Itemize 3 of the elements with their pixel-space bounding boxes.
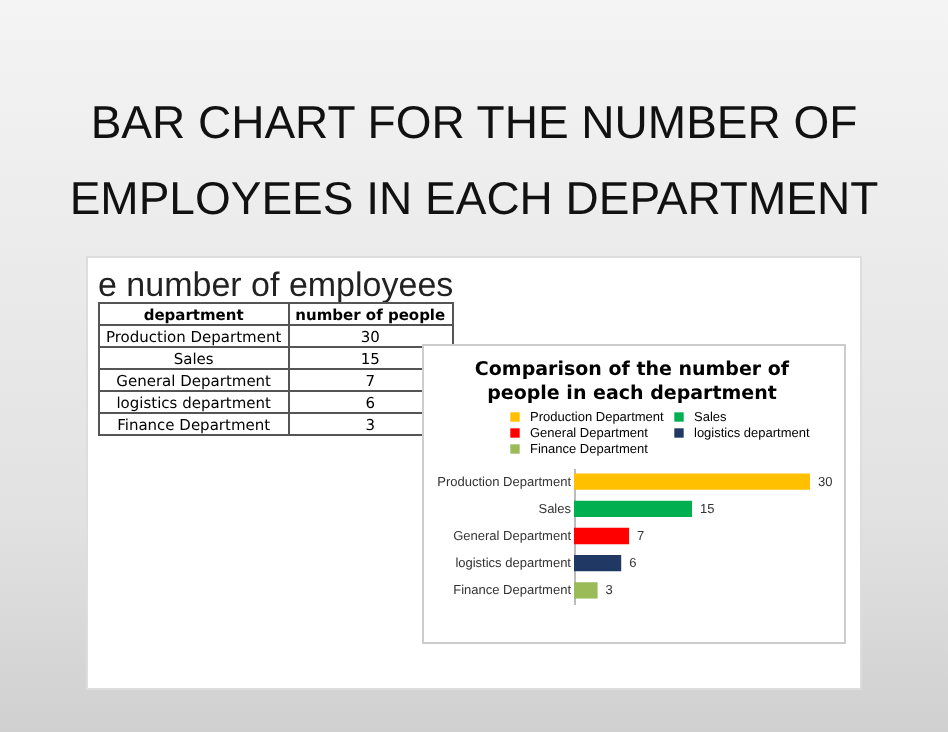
chart-title: Comparison of the number of people in each department (474, 359, 791, 405)
text: BAR CHART FOR THE NUMBER OF EMPLOYEES IN EACH DEPARTMENT (67, 94, 881, 228)
text: e number of employees (98, 266, 454, 306)
